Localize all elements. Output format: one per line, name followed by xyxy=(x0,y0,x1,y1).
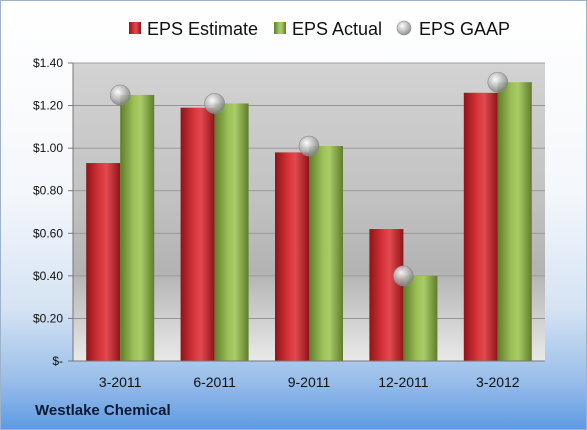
marker-gaap xyxy=(298,135,320,157)
legend-label-gaap: EPS GAAP xyxy=(419,19,510,39)
bar-estimate xyxy=(86,163,121,361)
y-tick-label: $0.20 xyxy=(33,311,63,325)
bar-actual xyxy=(403,275,438,361)
legend: EPS Estimate EPS Actual EPS GAAP xyxy=(129,19,510,39)
marker-gaap xyxy=(487,71,509,93)
legend-swatch-actual xyxy=(274,22,286,34)
legend-item-gaap: EPS GAAP xyxy=(396,19,510,39)
marker-gaap xyxy=(109,84,131,106)
bar-actual xyxy=(497,82,532,362)
legend-item-actual: EPS Actual xyxy=(274,19,382,39)
y-tick-label: $0.80 xyxy=(33,184,63,198)
marker-gaap xyxy=(393,265,414,287)
x-category-label: 3-2011 xyxy=(99,374,142,390)
bar-estimate xyxy=(180,107,215,361)
bar-estimate xyxy=(275,152,309,361)
y-tick-label: $1.20 xyxy=(33,99,63,113)
legend-item-estimate: EPS Estimate xyxy=(129,19,258,39)
y-tick-label: $1.00 xyxy=(33,141,63,155)
bars xyxy=(86,82,532,362)
legend-label-actual: EPS Actual xyxy=(292,19,382,39)
bar-estimate xyxy=(369,229,404,361)
x-category-label: 3-2012 xyxy=(476,374,520,390)
y-tick-label: $0.40 xyxy=(33,269,63,283)
x-category-label: 6-2011 xyxy=(193,374,236,390)
legend-swatch-gaap xyxy=(396,20,412,36)
gaap-markers xyxy=(109,71,509,287)
bar-estimate xyxy=(463,92,498,362)
x-axis: 3-2011 6-2011 9-2011 12-2011 3-2012 xyxy=(73,360,545,390)
legend-label-estimate: EPS Estimate xyxy=(147,19,258,39)
x-category-label: 9-2011 xyxy=(288,374,331,390)
bar-actual xyxy=(120,94,155,361)
y-tick-label: $1.40 xyxy=(33,56,63,70)
y-tick-label: $0.60 xyxy=(33,226,63,240)
legend-swatch-estimate xyxy=(129,22,141,34)
x-category-label: 12-2011 xyxy=(378,374,429,390)
bar-actual xyxy=(309,146,343,361)
y-axis: $- $0.20 $0.40 $0.60 $0.80 $1.00 $1.20 $1.40 xyxy=(33,56,74,368)
bar-actual xyxy=(214,103,249,361)
y-tick-label: $- xyxy=(52,354,63,368)
company-name: Westlake Chemical xyxy=(35,402,171,419)
marker-gaap xyxy=(204,93,225,114)
